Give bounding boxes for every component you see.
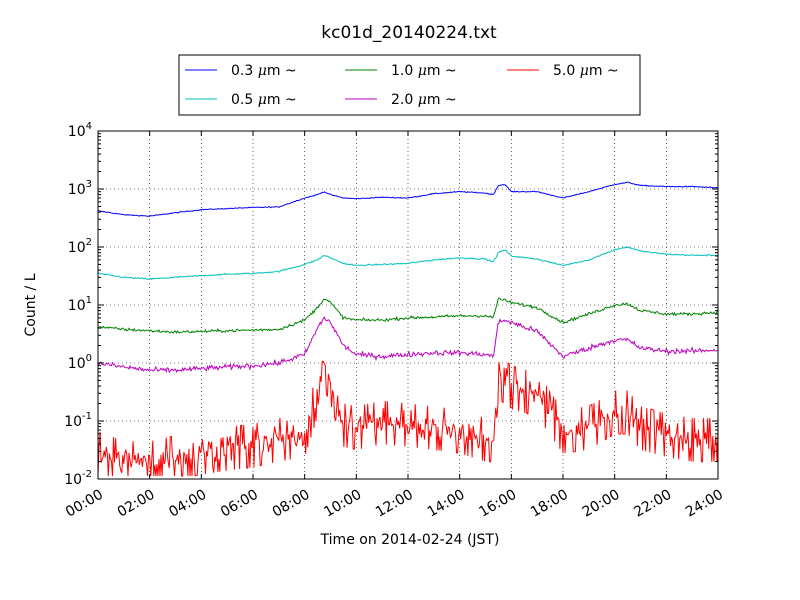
y-axis-label: Count / L <box>23 273 39 336</box>
legend-entry: 1.0 μm ~ <box>391 63 457 79</box>
legend-entry: 0.5 μm ~ <box>231 92 297 108</box>
series-layer <box>97 181 719 477</box>
y-tick-label: 10-1 <box>64 411 92 430</box>
y-tick-label: 104 <box>68 121 92 140</box>
series-line <box>97 316 718 374</box>
legend-entry: 2.0 μm ~ <box>391 92 457 108</box>
y-tick-label: 101 <box>68 295 92 314</box>
legend: 0.3 μm ~ 0.5 μm ~ 1.0 μm ~ 2.0 μm ~ 5.0 μm ~ <box>178 54 641 116</box>
y-tick-label: 103 <box>68 179 92 198</box>
legend-entry: 5.0 μm ~ <box>553 63 619 79</box>
series-line <box>97 246 719 280</box>
series-line <box>97 360 719 477</box>
series-line <box>97 297 719 334</box>
legend-box <box>178 54 641 116</box>
y-tick-labels: 10-2 10-1 100 101 102 103 104 <box>64 121 92 488</box>
y-tick-label: 102 <box>68 237 92 256</box>
y-tick-label: 100 <box>68 353 92 372</box>
legend-entry: 0.3 μm ~ <box>231 63 297 79</box>
y-tick-label: 10-2 <box>64 469 92 488</box>
series-line <box>97 181 719 217</box>
x-axis-label: Time on 2014-02-24 (JST) <box>320 532 500 548</box>
chart-title: kc01d_20140224.txt <box>321 23 497 43</box>
grid <box>98 131 718 479</box>
ticks <box>97 130 719 480</box>
